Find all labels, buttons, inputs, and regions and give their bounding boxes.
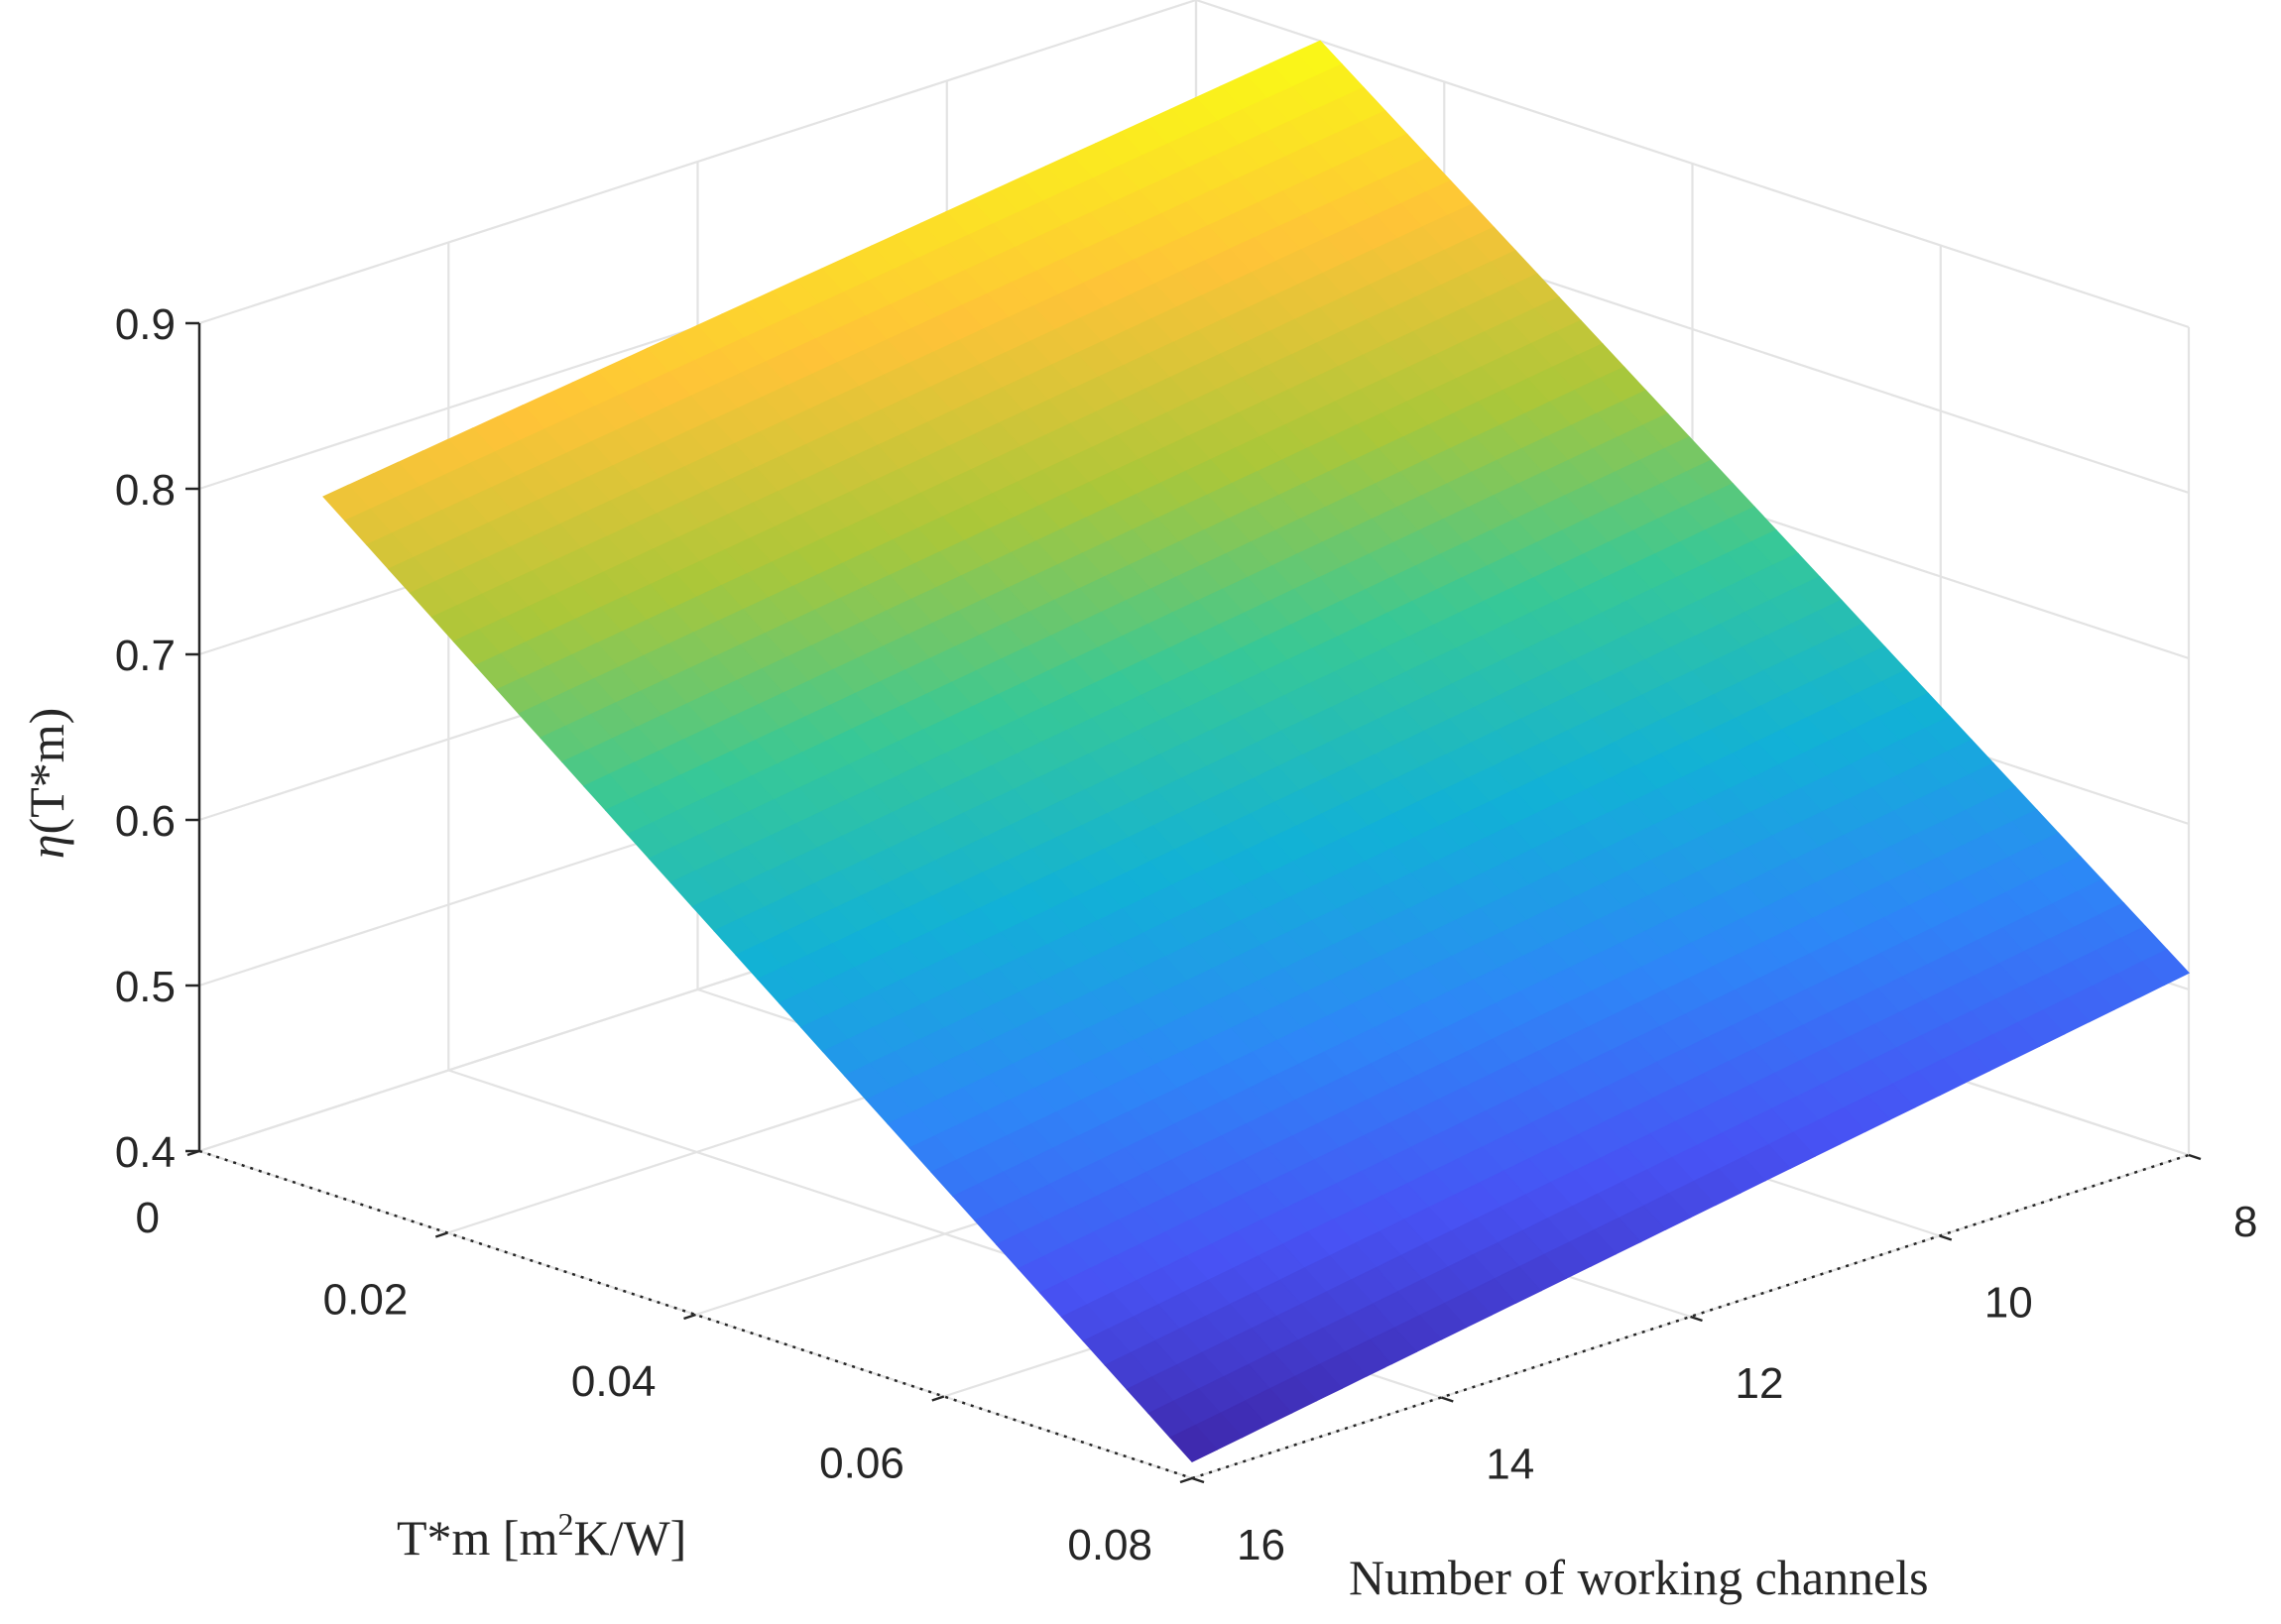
- x-tick: [931, 1395, 945, 1402]
- y-tick-label: 10: [1984, 1279, 2033, 1328]
- y-tick: [1191, 1476, 1205, 1484]
- z-tick-label: 0.7: [115, 632, 176, 680]
- x-tick: [683, 1313, 696, 1321]
- y-tick-label: 16: [1237, 1521, 1285, 1569]
- x-tick-label: 0.08: [1067, 1521, 1152, 1569]
- y-tick: [1939, 1234, 1953, 1241]
- x-tick-label: 0.02: [323, 1276, 409, 1325]
- y-tick-label: 8: [2233, 1198, 2257, 1246]
- y-tick: [2188, 1153, 2202, 1161]
- y-axis-title: Number of working channels: [1349, 1550, 1929, 1605]
- surface-patch: [1169, 1424, 1219, 1463]
- z-tick-label: 0.4: [115, 1128, 176, 1177]
- y-tick: [1690, 1315, 1703, 1323]
- surface: [322, 40, 2190, 1463]
- y-tick-label: 12: [1736, 1359, 1784, 1408]
- x-tick-label: 0.06: [819, 1440, 904, 1488]
- z-tick-label: 0.8: [115, 466, 176, 515]
- tick-labels: 0 0.02 0.04 0.06 0.08 8 10 12 14 16 0.4 0.5 0.6 0.7 0.…: [115, 300, 2258, 1569]
- x-tick: [434, 1231, 448, 1238]
- x-tick: [1179, 1476, 1193, 1484]
- z-axis-title: η(T*m): [19, 708, 74, 860]
- y-tick: [1440, 1396, 1454, 1403]
- axes: [185, 321, 2202, 1484]
- x-tick-label: 0.04: [571, 1357, 657, 1406]
- x-tick-label: 0: [136, 1194, 160, 1242]
- z-tick-label: 0.6: [115, 797, 176, 846]
- grid-line-wall-z: [1195, 0, 2190, 329]
- x-axis-title: T*m [m2K/W]: [397, 1506, 686, 1566]
- z-tick-label: 0.9: [115, 300, 176, 349]
- y-tick-label: 14: [1486, 1441, 1534, 1489]
- z-tick-label: 0.5: [115, 963, 176, 1011]
- grid-line-wall-z: [198, 0, 1197, 325]
